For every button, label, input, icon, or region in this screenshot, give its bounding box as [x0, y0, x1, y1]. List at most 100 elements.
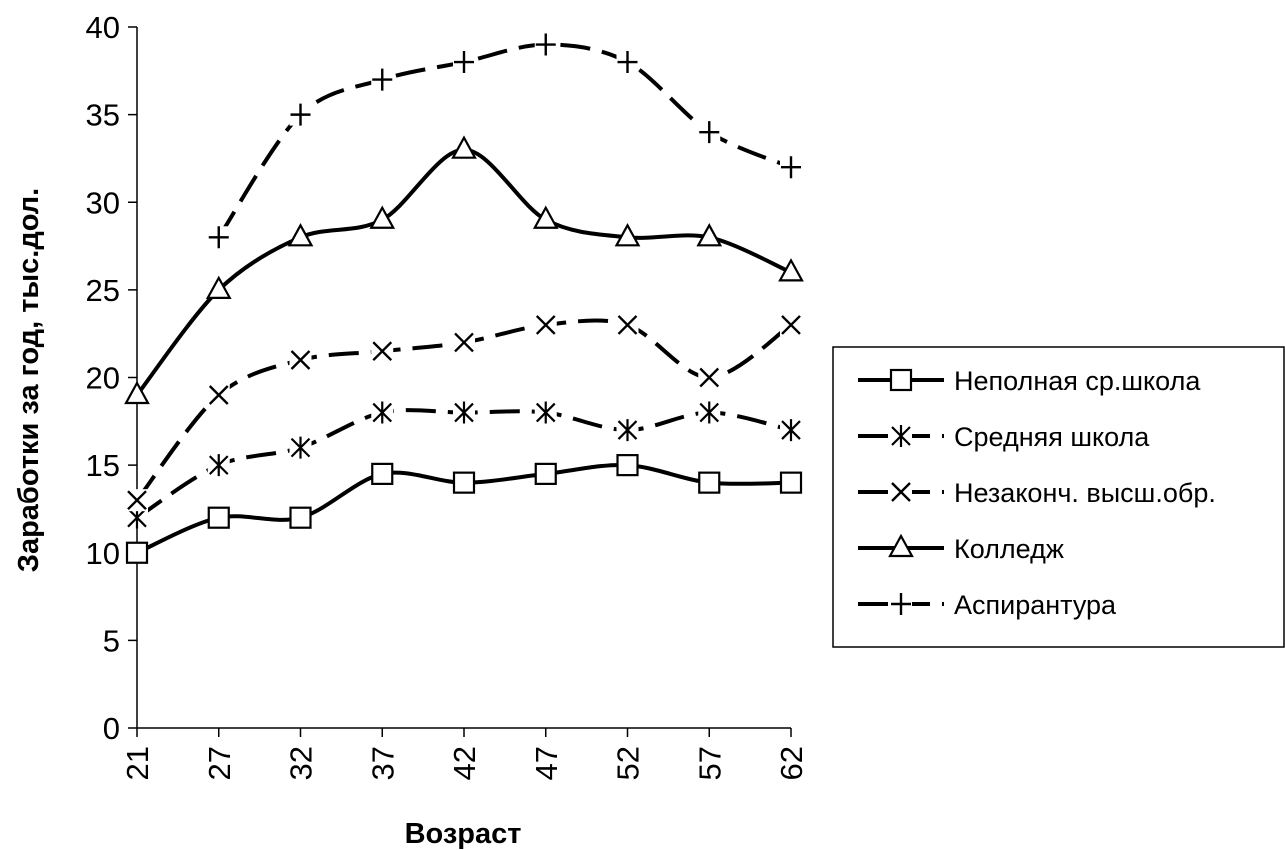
y-tick-label: 15	[86, 448, 120, 483]
data-point-triangle	[532, 205, 559, 229]
marker-square	[125, 541, 149, 564]
data-point-triangle	[369, 205, 396, 229]
marker-x	[781, 315, 801, 335]
data-point-asterisk	[289, 436, 312, 459]
data-point-plus	[207, 226, 230, 249]
y-tick-label: 35	[86, 98, 120, 133]
y-axis-title: Заработки за год, тыс.дол.	[13, 188, 45, 572]
legend-item: Неполная ср.школа	[858, 366, 1201, 396]
data-point-triangle	[287, 223, 314, 247]
marker-asterisk	[699, 401, 720, 424]
data-point-x	[126, 489, 148, 512]
x-tick-label: 62	[774, 746, 809, 780]
series-3	[126, 313, 802, 512]
marker-x	[535, 315, 556, 335]
data-point-plus	[780, 156, 802, 179]
series-5	[207, 33, 802, 249]
x-tick-label: 47	[529, 746, 564, 780]
x-tick-label: 32	[284, 746, 319, 780]
y-tick-label: 10	[86, 536, 120, 571]
marker-square	[779, 471, 803, 494]
marker-plus	[617, 51, 638, 74]
data-point-x	[698, 366, 721, 389]
series-line	[135, 147, 792, 397]
legend-label: Колледж	[954, 534, 1064, 564]
x-axis: 21 27 32 37 42 47 52 57 62	[120, 727, 809, 780]
legend-item: Колледж	[858, 533, 1064, 564]
x-tick-label: 42	[447, 746, 482, 780]
legend-label: Незаконч. высш.обр.	[954, 478, 1216, 508]
x-tick-label: 27	[202, 746, 237, 780]
y-tick-label: 5	[103, 623, 120, 658]
legend-label: Средняя школа	[954, 422, 1150, 452]
data-point-asterisk	[698, 401, 721, 424]
marker-square	[698, 471, 721, 494]
data-point-square	[452, 471, 476, 494]
data-point-triangle	[778, 258, 804, 282]
data-point-square	[779, 471, 803, 494]
x-tick-label: 37	[365, 746, 400, 780]
marker-x	[372, 341, 393, 362]
y-tick-label: 0	[103, 711, 120, 746]
series-1	[125, 454, 803, 564]
data-point-plus	[371, 68, 394, 91]
data-point-asterisk	[371, 401, 394, 424]
legend-item: Аспирантура	[858, 590, 1117, 620]
y-axis: 0 5 10 15 20 25 30 35 40	[86, 10, 138, 746]
marker-triangle	[532, 205, 559, 229]
y-tick-label: 30	[86, 185, 120, 220]
marker-triangle	[778, 258, 804, 282]
marker-asterisk	[290, 436, 311, 459]
series-2	[126, 401, 802, 529]
legend: Неполная ср.школа Средняя школа Незаконч. …	[832, 346, 1285, 648]
marker-plus	[372, 68, 393, 91]
data-point-plus	[890, 593, 912, 615]
data-point-square	[889, 368, 913, 392]
marker-plus	[208, 226, 229, 249]
series-line	[135, 408, 792, 520]
data-point-x	[289, 348, 312, 371]
marker-square	[452, 471, 476, 494]
data-point-triangle	[124, 380, 150, 405]
marker-plus	[699, 121, 720, 144]
marker-x	[290, 350, 311, 370]
marker-triangle	[369, 205, 396, 229]
y-tick-label: 40	[86, 10, 120, 45]
x-tick-label: 21	[120, 746, 155, 780]
marker-plus	[454, 51, 474, 74]
marker-square	[534, 462, 557, 485]
data-point-triangle	[888, 533, 914, 558]
marker-plus	[535, 33, 556, 56]
data-point-square	[371, 462, 394, 485]
marker-x	[127, 490, 147, 511]
marker-triangle	[124, 380, 150, 405]
data-point-asterisk	[890, 425, 912, 447]
marker-asterisk	[781, 419, 801, 442]
data-point-triangle	[205, 275, 232, 299]
marker-x	[617, 315, 638, 335]
data-point-asterisk	[616, 419, 639, 442]
data-point-x	[616, 313, 639, 336]
data-point-x	[207, 384, 230, 407]
series-layer	[124, 33, 804, 564]
marker-asterisk	[454, 401, 474, 424]
data-point-plus	[616, 51, 639, 74]
data-point-plus	[289, 103, 312, 126]
y-tick-label: 20	[86, 361, 120, 396]
legend-label: Неполная ср.школа	[954, 366, 1201, 396]
data-point-square	[698, 471, 721, 494]
marker-square	[616, 454, 639, 477]
marker-plus	[781, 156, 801, 179]
data-point-square	[289, 506, 312, 529]
data-point-triangle	[696, 223, 723, 247]
x-tick-label: 57	[692, 746, 727, 780]
data-point-asterisk	[534, 401, 557, 424]
marker-x	[454, 332, 474, 353]
data-point-x	[453, 331, 475, 354]
marker-x	[208, 385, 229, 405]
data-point-triangle	[614, 223, 641, 247]
marker-asterisk	[891, 425, 911, 447]
marker-triangle	[205, 275, 232, 299]
data-point-x	[780, 313, 802, 336]
